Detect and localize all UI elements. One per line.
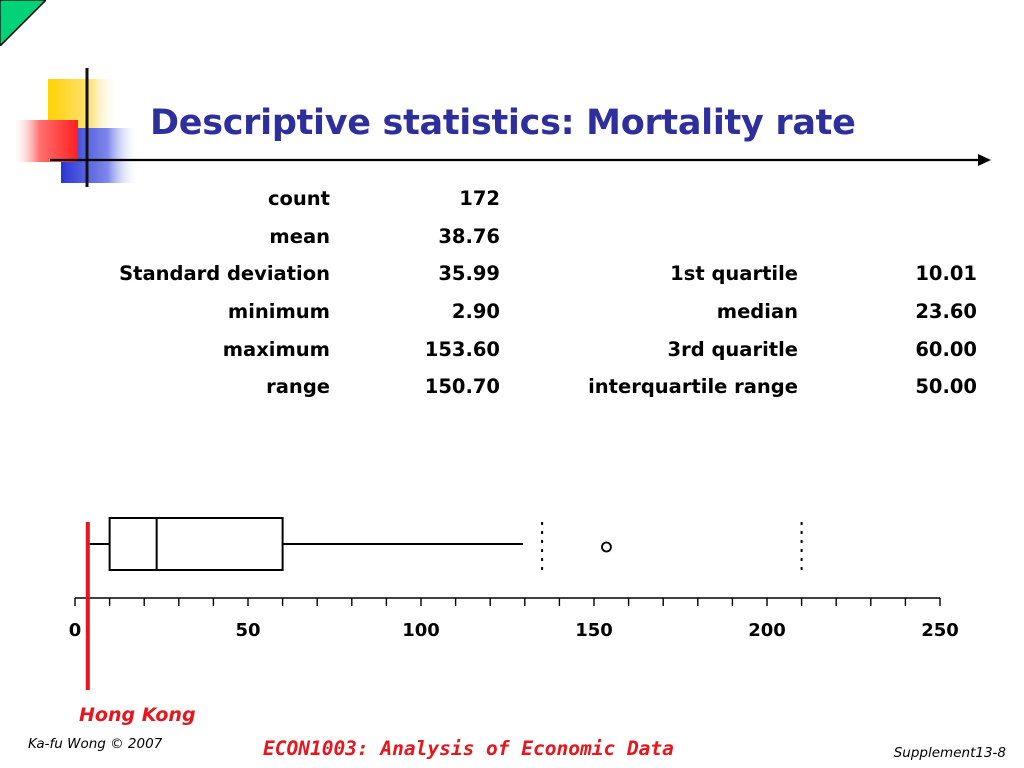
x-tick-label: 50	[235, 620, 260, 641]
stat-value-minimum: 2.90	[451, 300, 500, 323]
stat-value-q1: 10.01	[915, 262, 977, 285]
stat-label-count: count	[267, 187, 330, 210]
arrow-head	[978, 154, 991, 166]
stat-label-q1: 1st quartile	[670, 262, 798, 285]
outlier-point-0	[601, 541, 612, 553]
stat-label-minimum: minimum	[227, 300, 330, 323]
stat-label-median: median	[716, 300, 798, 323]
x-tick-label: 200	[748, 620, 786, 641]
stat-value-q3: 60.00	[915, 338, 977, 361]
stat-value-count: 172	[459, 187, 500, 210]
slide-title: Descriptive statistics: Mortality rate	[150, 103, 856, 143]
iqr-box	[108, 517, 284, 571]
x-tick-label: 0	[69, 620, 82, 641]
stat-value-median: 23.60	[915, 300, 977, 323]
stat-value-mean: 38.76	[438, 225, 500, 248]
stat-value-range: 150.70	[424, 375, 500, 398]
stat-label-range: range	[266, 375, 330, 398]
box-plot-chart: 0 50 100 150 200 250	[69, 517, 959, 690]
deco-red-square	[14, 120, 78, 162]
statistics-table: count 172 mean 38.76 Standard deviation …	[119, 187, 977, 398]
x-tick-label: 100	[402, 620, 440, 641]
x-tick-label: 150	[575, 620, 613, 641]
stat-value-maximum: 153.60	[424, 338, 500, 361]
footer-slide-number: Supplement13-8	[893, 745, 1006, 761]
stat-label-std: Standard deviation	[119, 262, 330, 285]
stat-label-mean: mean	[269, 225, 330, 248]
footer-author: Ka-fu Wong © 2007	[28, 736, 163, 752]
stat-value-iqr: 50.00	[915, 375, 977, 398]
stat-label-maximum: maximum	[222, 338, 330, 361]
x-tick-label: 250	[921, 620, 959, 641]
footer-course: ECON1003: Analysis of Economic Data	[263, 737, 674, 760]
hong-kong-label: Hong Kong	[79, 704, 196, 726]
stat-value-std: 35.99	[438, 262, 500, 285]
title-decoration	[14, 68, 991, 187]
corner-triangle-decoration	[0, 0, 46, 46]
stat-label-iqr: interquartile range	[588, 375, 798, 398]
stat-label-q3: 3rd quaritle	[667, 338, 798, 361]
